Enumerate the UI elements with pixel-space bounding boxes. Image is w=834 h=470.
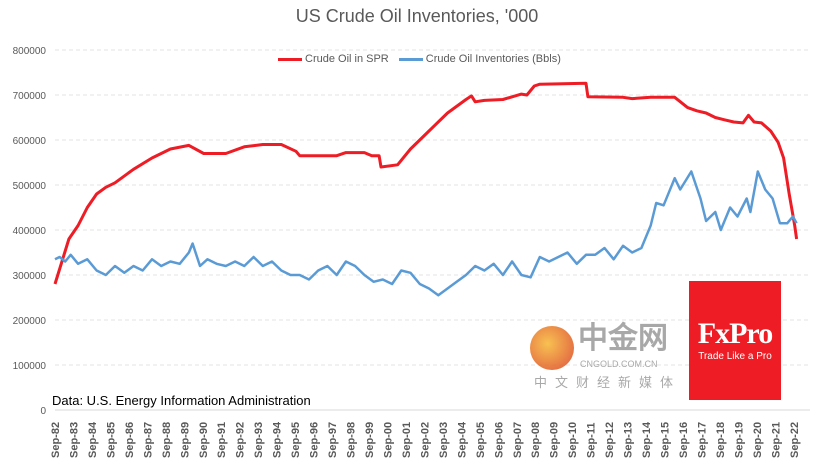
x-tick-label: Sep-22 [789,422,801,458]
watermark-name: 中金网 [578,322,668,355]
x-tick-label: Sep-94 [272,421,284,458]
x-tick-label: Sep-15 [660,422,672,458]
x-tick-label: Sep-84 [87,421,99,458]
x-tick-label: Sep-16 [678,422,690,458]
x-tick-label: Sep-18 [715,422,727,458]
legend-label-inventories: Crude Oil Inventories (Bbls) [425,53,561,65]
x-tick-label: Sep-02 [419,422,431,458]
y-tick-label: 200000 [13,316,47,327]
x-tick-label: Sep-82 [50,422,62,458]
y-tick-label: 700000 [13,91,47,102]
y-tick-label: 500000 [13,181,47,192]
x-tick-label: Sep-89 [179,422,191,458]
x-tick-label: Sep-85 [105,422,117,458]
x-tick-label: Sep-88 [161,422,173,458]
legend-item-inventories: Crude Oil Inventories (Bbls) [398,53,561,65]
x-tick-label: Sep-17 [696,422,708,458]
x-tick-label: Sep-11 [586,423,598,458]
x-tick-label: Sep-83 [68,422,80,458]
watermark-url: CNGOLD.COM.CN [580,359,658,369]
x-tick-label: Sep-12 [604,422,616,458]
legend: Crude Oil in SPR Crude Oil Inventories (… [278,53,561,65]
cngold-watermark: 中金网 CNGOLD.COM.CN 中文财经新媒体 [528,322,684,394]
fxpro-tagline: Trade Like a Pro [698,351,772,362]
chart-title: US Crude Oil Inventories, '000 [295,6,539,26]
x-tick-label: Sep-95 [290,422,302,458]
x-tick-label: Sep-99 [364,422,376,458]
y-tick-label: 800000 [13,46,47,57]
fxpro-brand: FxPro [697,317,773,350]
x-tick-label: Sep-19 [733,422,745,458]
legend-label-spr: Crude Oil in SPR [305,53,389,65]
watermark-subtitle: 中文财经新媒体 [534,375,682,390]
x-tick-label: Sep-10 [567,422,579,458]
fxpro-logo: FxPro Trade Like a Pro [689,281,781,400]
x-tick-label: Sep-98 [346,422,358,458]
x-tick-label: Sep-04 [456,421,468,458]
x-tick-label: Sep-96 [309,422,321,458]
x-tick-label: Sep-13 [623,422,635,458]
y-tick-label: 400000 [13,226,47,237]
x-tick-label: Sep-20 [752,422,764,458]
x-tick-label: Sep-91 [216,422,228,458]
cngold-logo-icon [530,326,574,370]
x-tick-label: Sep-92 [235,422,247,458]
series-line-spr [53,81,799,285]
y-tick-label: 0 [40,406,46,417]
x-tick-label: Sep-97 [327,422,339,458]
x-tick-label: Sep-03 [438,422,450,458]
x-tick-label: Sep-09 [549,422,561,458]
legend-item-spr: Crude Oil in SPR [278,53,389,65]
x-tick-label: Sep-14 [641,421,653,458]
x-tick-label: Sep-00 [382,422,394,458]
x-tick-label: Sep-05 [475,422,487,458]
x-tick-label: Sep-90 [198,422,210,458]
y-tick-label: 100000 [13,361,47,372]
source-note: Data: U.S. Energy Information Administra… [52,393,311,408]
x-tick-label: Sep-86 [124,422,136,458]
x-tick-label: Sep-07 [512,422,524,458]
series-line-inventories [54,170,798,297]
y-tick-label: 300000 [13,271,47,282]
x-tick-label: Sep-93 [253,422,265,458]
x-tick-label: Sep-21 [770,422,782,458]
x-tick-label: Sep-87 [142,422,154,458]
y-tick-label: 600000 [13,136,47,147]
x-tick-label: Sep-06 [493,422,505,458]
x-tick-label: Sep-01 [401,422,413,458]
x-tick-label: Sep-08 [530,422,542,458]
